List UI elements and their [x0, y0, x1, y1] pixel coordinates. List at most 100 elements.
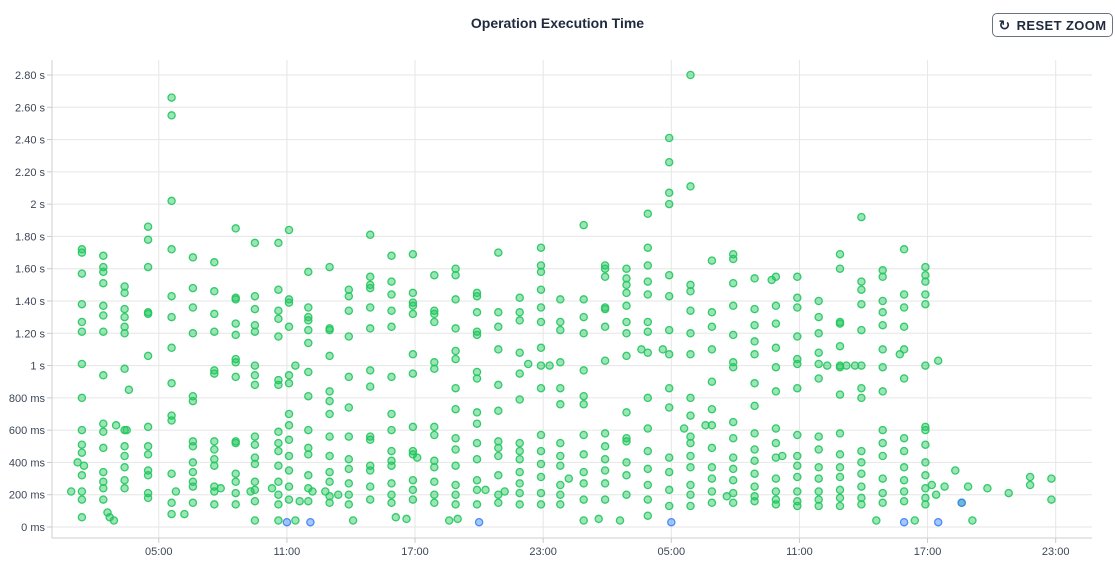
data-point [728, 254, 738, 264]
data-point [167, 498, 176, 508]
data-point [899, 517, 909, 527]
data-point [921, 484, 930, 493]
y-tick-label: 1.40 s [15, 296, 45, 308]
data-point [600, 479, 610, 488]
data-point [857, 500, 866, 509]
data-point [963, 482, 973, 491]
data-point [921, 471, 930, 480]
data-point [304, 316, 313, 325]
data-point [857, 482, 866, 491]
data-point [536, 285, 546, 294]
data-point [494, 437, 503, 446]
data-point [472, 291, 482, 301]
data-point [451, 346, 460, 356]
data-point [143, 442, 153, 451]
data-point [284, 409, 294, 419]
data-point [111, 421, 121, 430]
data-point [536, 383, 546, 393]
data-point [686, 451, 695, 461]
data-point [304, 391, 313, 401]
data-point [622, 458, 631, 467]
data-point [579, 479, 588, 488]
data-point [387, 490, 396, 499]
data-point [793, 430, 802, 440]
reset-zoom-button[interactable]: ↻ RESET ZOOM [992, 13, 1113, 37]
data-point [686, 280, 695, 290]
data-point [365, 466, 375, 475]
data-point [622, 274, 631, 283]
data-point [878, 362, 887, 372]
data-point [643, 327, 653, 336]
data-point [77, 487, 87, 496]
data-point [579, 467, 588, 477]
data-point [622, 351, 631, 361]
data-point [686, 463, 695, 472]
data-point [284, 225, 294, 235]
data-point [728, 417, 738, 427]
data-point [120, 322, 129, 332]
data-point [835, 319, 845, 328]
data-point [267, 484, 277, 493]
data-point [701, 421, 710, 430]
data-point [878, 387, 887, 396]
data-point [822, 361, 832, 370]
data-point [494, 490, 503, 499]
data-point [835, 249, 845, 259]
data-point [707, 308, 717, 317]
data-point [167, 196, 176, 206]
data-point [210, 487, 219, 496]
data-point [73, 458, 82, 467]
data-point [536, 267, 546, 277]
data-point [284, 379, 294, 388]
data-point [231, 330, 240, 340]
data-point [515, 293, 524, 303]
data-point [643, 261, 653, 270]
data-point [686, 393, 695, 403]
data-point [124, 385, 134, 395]
data-point [143, 351, 153, 361]
data-point [728, 362, 738, 372]
data-point [250, 320, 260, 330]
data-point [304, 267, 313, 277]
data-point [291, 361, 300, 370]
data-point [210, 309, 219, 319]
data-point [842, 361, 851, 370]
data-point [707, 498, 717, 508]
data-point [771, 438, 781, 448]
data-point [120, 329, 129, 338]
data-point [250, 327, 260, 336]
data-point [814, 445, 823, 454]
data-point [686, 287, 695, 296]
data-point [556, 317, 565, 327]
data-point [931, 490, 941, 499]
data-point [515, 348, 524, 357]
x-tick-label: 17:00 [914, 546, 942, 558]
data-point [167, 509, 176, 519]
data-point [556, 461, 565, 470]
data-point [387, 277, 396, 286]
data-point [408, 475, 418, 485]
data-point [556, 480, 565, 490]
data-point [344, 372, 354, 382]
data-point [231, 469, 240, 478]
data-point [472, 308, 482, 317]
data-point [167, 93, 176, 102]
data-point [643, 243, 653, 252]
data-point [167, 245, 176, 254]
data-point [284, 298, 294, 307]
data-point [643, 209, 653, 219]
data-point [274, 285, 283, 294]
data-point [556, 325, 565, 335]
data-point [622, 280, 631, 290]
data-point [579, 391, 588, 401]
data-point [814, 495, 823, 504]
data-point [333, 490, 343, 499]
data-point [167, 416, 176, 425]
data-point [515, 438, 524, 448]
data-point [664, 501, 674, 511]
data-point [857, 299, 866, 309]
data-point [536, 472, 546, 482]
data-point [536, 317, 546, 327]
data-point [728, 301, 738, 311]
